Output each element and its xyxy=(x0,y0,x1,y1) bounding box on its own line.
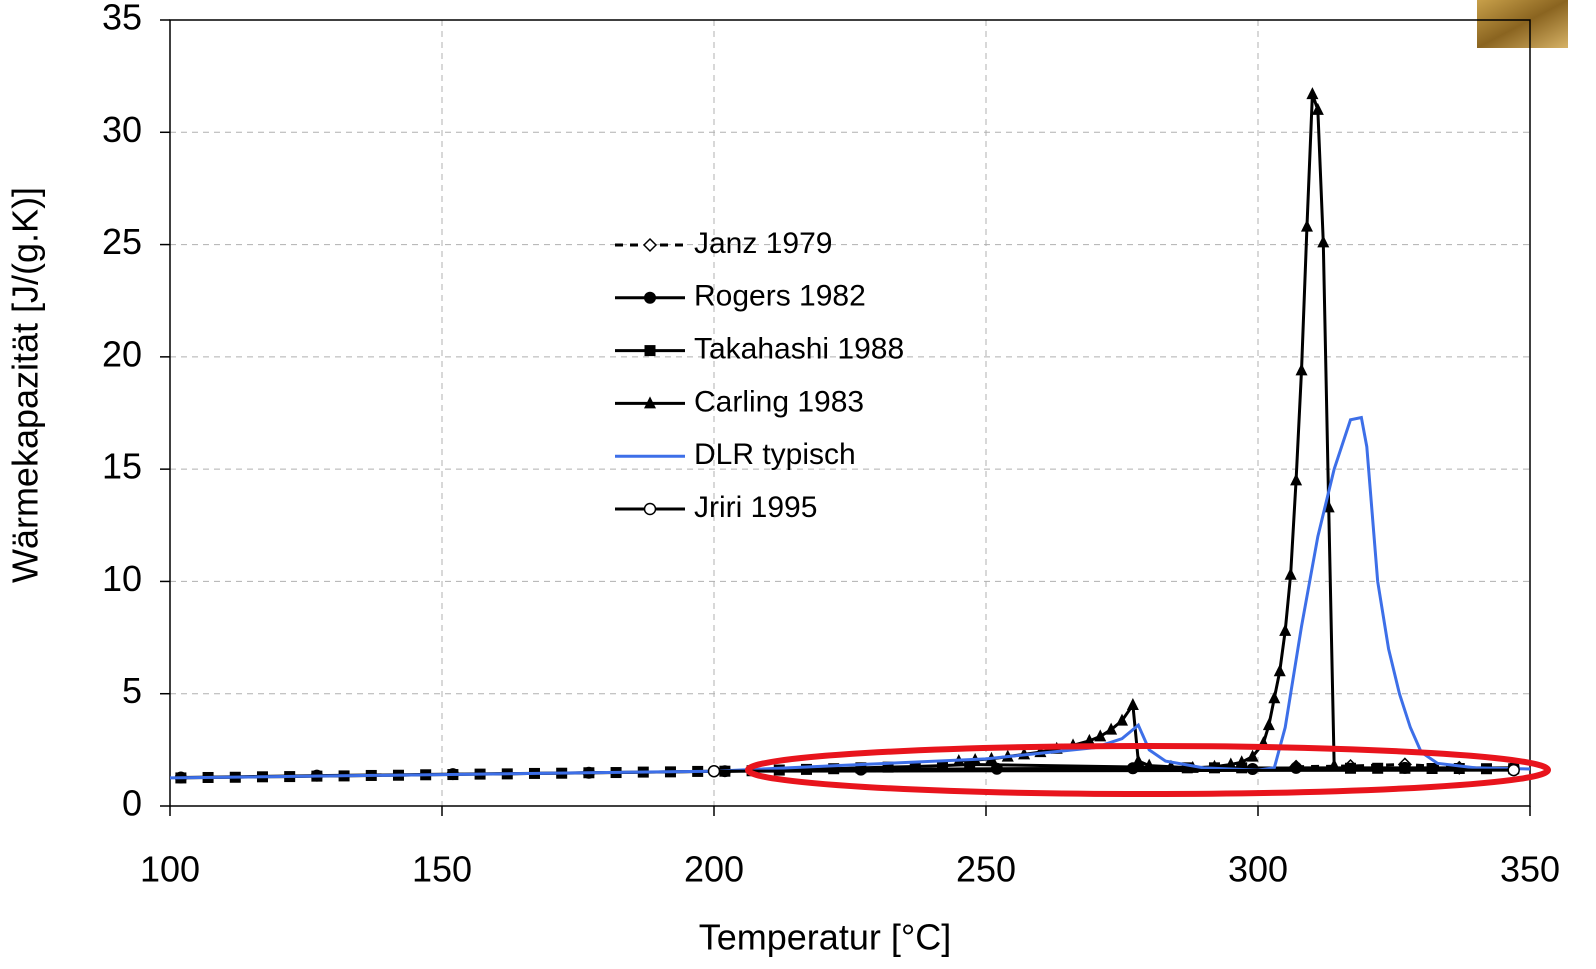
marker xyxy=(1273,664,1286,677)
marker xyxy=(1094,729,1107,742)
marker xyxy=(882,761,894,773)
marker xyxy=(800,763,812,775)
marker xyxy=(936,760,948,772)
marker xyxy=(1083,733,1096,746)
marker xyxy=(1268,691,1281,704)
x-tick-label: 150 xyxy=(412,849,472,890)
y-tick-label: 5 xyxy=(122,670,142,711)
y-tick-label: 15 xyxy=(102,446,142,487)
y-axis-title: Wärmekapazität [J/(g.K)] xyxy=(5,187,46,583)
y-tick-label: 35 xyxy=(102,0,142,38)
marker xyxy=(1284,567,1297,580)
line xyxy=(169,415,1531,780)
marker xyxy=(1143,758,1156,771)
marker xyxy=(1453,762,1465,774)
marker xyxy=(1328,758,1341,771)
marker xyxy=(1126,697,1139,710)
marker xyxy=(1116,713,1128,726)
marker xyxy=(1290,473,1303,486)
marker xyxy=(1426,762,1438,774)
marker xyxy=(1132,754,1145,767)
marker xyxy=(855,762,867,774)
x-tick-label: 350 xyxy=(1500,849,1560,890)
marker xyxy=(643,502,657,516)
legend: Janz 1979 Rogers 1982 Takahashi 1988 Carlin… xyxy=(615,227,904,524)
x-tick-label: 100 xyxy=(140,849,200,890)
marker xyxy=(1295,363,1308,376)
series xyxy=(707,763,1520,778)
marker xyxy=(1306,87,1319,100)
series-layer xyxy=(169,87,1531,784)
marker xyxy=(909,760,921,772)
marker xyxy=(644,345,656,357)
legend-label: Carling 1983 xyxy=(694,385,864,418)
marker xyxy=(1372,762,1384,774)
marker xyxy=(707,764,721,778)
legend-label: Takahashi 1988 xyxy=(694,333,904,366)
marker xyxy=(1344,762,1356,774)
x-tick-label: 300 xyxy=(1228,849,1288,890)
marker xyxy=(1164,759,1177,772)
line xyxy=(713,768,1514,773)
y-tick-label: 25 xyxy=(102,221,142,262)
marker xyxy=(642,237,658,253)
x-tick-label: 250 xyxy=(956,849,1016,890)
highlight-ellipse xyxy=(745,743,1551,797)
grid: 0 5 10 15 20 25 30 35 100 150 200 250 300 350 xyxy=(102,0,1560,890)
x-tick-label: 200 xyxy=(684,849,744,890)
marker xyxy=(1279,623,1292,636)
marker xyxy=(1317,235,1330,248)
marker xyxy=(644,291,656,304)
y-tick-label: 10 xyxy=(102,558,142,599)
plot-area xyxy=(169,19,1531,807)
marker xyxy=(1507,763,1520,777)
marker xyxy=(828,763,840,775)
marker xyxy=(644,396,656,409)
marker xyxy=(1224,757,1237,770)
y-tick-label: 30 xyxy=(102,109,142,150)
marker xyxy=(1246,749,1259,762)
series xyxy=(952,87,1341,773)
x-axis-title: Temperatur [°C] xyxy=(699,917,951,958)
legend-label: Jriri 1995 xyxy=(694,491,817,524)
marker xyxy=(1236,762,1248,774)
legend-label: Rogers 1982 xyxy=(694,280,866,313)
series xyxy=(169,415,1531,780)
marker xyxy=(1235,755,1248,768)
legend-label: DLR typisch xyxy=(694,438,856,471)
marker xyxy=(1311,102,1324,115)
y-tick-label: 0 xyxy=(122,783,142,824)
marker xyxy=(1262,718,1275,731)
legend-label: Janz 1979 xyxy=(694,227,832,260)
marker xyxy=(1399,762,1411,774)
line xyxy=(958,93,1336,770)
y-tick-label: 20 xyxy=(102,333,142,374)
marker xyxy=(1300,219,1313,232)
marker xyxy=(1105,722,1118,735)
photo-thumbnail xyxy=(1477,0,1568,48)
